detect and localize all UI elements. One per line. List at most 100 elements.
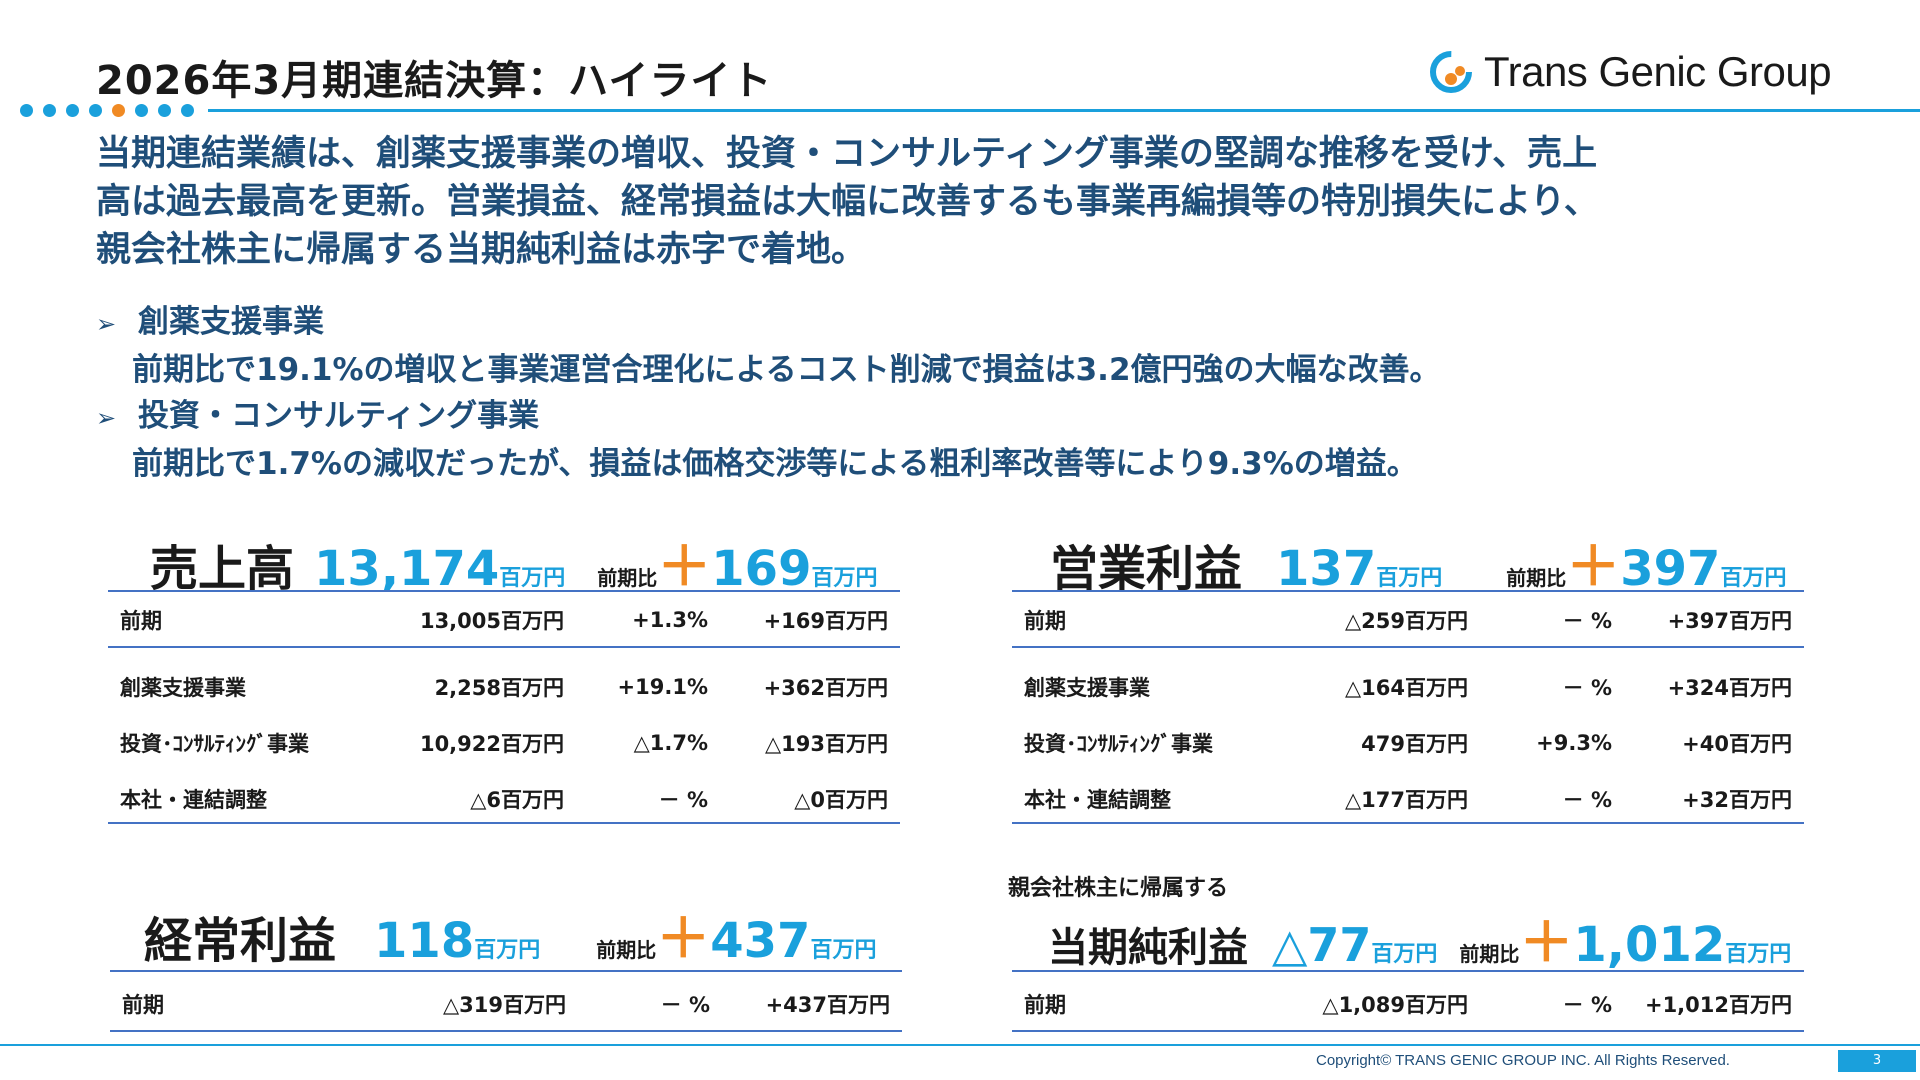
table-row: 前期 13,005百万円 +1.3% +169百万円: [108, 594, 900, 646]
plus-sign: ＋: [1519, 911, 1574, 974]
row-amount: △164百万円: [1345, 676, 1468, 700]
row-label: 本社・連結調整: [120, 788, 267, 812]
lead-line: 親会社株主に帰属する当期純利益は赤字で着地。: [96, 230, 867, 270]
ordinary-value: 118: [374, 913, 475, 969]
row-label: 前期: [120, 609, 162, 633]
divider: [1012, 646, 1804, 648]
row-diff: +324百万円: [1667, 676, 1792, 700]
row-diff: +1,012百万円: [1644, 993, 1792, 1017]
ordinary-unit: 百万円: [474, 938, 541, 963]
divider: [1012, 1030, 1804, 1032]
table-row: 前期 △259百万円 － % +397百万円: [1012, 594, 1804, 646]
table-row: 創薬支援事業 △164百万円 － % +324百万円: [1012, 659, 1804, 715]
bullet-investment: ➢ 投資・コンサルティング事業: [96, 394, 1441, 440]
divider: [1012, 590, 1804, 592]
row-rate: +1.3%: [632, 608, 708, 632]
bullet-head: 創薬支援事業: [138, 304, 324, 340]
sales-cmp-label: 前期比: [597, 566, 658, 590]
dot: [89, 104, 102, 117]
operating-label: 営業利益: [1050, 541, 1243, 597]
row-amount: 13,005百万円: [419, 609, 564, 633]
row-diff: +32百万円: [1682, 788, 1792, 812]
lead-line: 高は過去最高を更新。営業損益、経常損益は大幅に改善するも事業再編損等の特別損失に…: [96, 182, 1599, 222]
operating-value: 137: [1276, 541, 1377, 597]
table-row: 投資･ｺﾝｻﾙﾃｨﾝｸﾞ事業 10,922百万円 △1.7% △193百万円: [108, 715, 900, 771]
sales-unit: 百万円: [499, 566, 566, 591]
row-rate: － %: [1562, 788, 1612, 812]
row-amount: 479百万円: [1361, 732, 1468, 756]
dot: [135, 104, 148, 117]
dot-accent: [112, 104, 125, 117]
row-label: 投資･ｺﾝｻﾙﾃｨﾝｸﾞ事業: [120, 732, 309, 756]
sales-value: 13,174: [314, 541, 500, 597]
divider: [110, 1030, 902, 1032]
ordinary-change-unit: 百万円: [810, 938, 877, 963]
net-cmp-label: 前期比: [1459, 942, 1520, 966]
sales-change-unit: 百万円: [811, 566, 878, 591]
table-row: 投資･ｺﾝｻﾙﾃｨﾝｸﾞ事業 479百万円 +9.3% +40百万円: [1012, 715, 1804, 771]
table-row: 本社・連結調整 △177百万円 － % +32百万円: [1012, 771, 1804, 827]
row-amount: △177百万円: [1345, 788, 1468, 812]
plus-sign: ＋: [1566, 535, 1621, 598]
dot: [20, 104, 33, 117]
ordinary-label: 経常利益: [144, 913, 337, 969]
net-pre-label: 親会社株主に帰属する: [1008, 876, 1229, 901]
operating-change: 397: [1620, 541, 1721, 597]
row-diff: +40百万円: [1682, 732, 1792, 756]
net-headline: 当期純利益 △77 百万円 前期比 ＋ 1,012 百万円: [1048, 898, 1791, 977]
row-label: 創薬支援事業: [120, 676, 246, 700]
row-amount: 2,258百万円: [434, 676, 564, 700]
operating-change-unit: 百万円: [1720, 566, 1787, 591]
operating-cmp-label: 前期比: [1506, 566, 1567, 590]
table-row: 前期 △319百万円 － % +437百万円: [110, 978, 902, 1030]
row-rate: － %: [1562, 676, 1612, 700]
ordinary-cmp-label: 前期比: [596, 938, 657, 962]
dot: [43, 104, 56, 117]
divider: [108, 822, 900, 824]
net-table: 前期 △1,089百万円 － % +1,012百万円: [1012, 978, 1804, 1030]
row-diff: +397百万円: [1667, 609, 1792, 633]
table-row: 創薬支援事業 2,258百万円 +19.1% +362百万円: [108, 659, 900, 715]
row-label: 投資･ｺﾝｻﾙﾃｨﾝｸﾞ事業: [1024, 732, 1213, 756]
net-change-unit: 百万円: [1725, 942, 1792, 967]
sales-segment-table: 創薬支援事業 2,258百万円 +19.1% +362百万円 投資･ｺﾝｻﾙﾃｨ…: [108, 659, 900, 827]
tgg-logo-icon: [1430, 51, 1472, 93]
row-rate: △1.7%: [633, 731, 708, 755]
row-amount: △319百万円: [443, 993, 566, 1017]
operating-headline: 営業利益 137 百万円 前期比 ＋ 397 百万円: [1050, 522, 1786, 601]
net-unit: 百万円: [1371, 942, 1438, 967]
arrow-bullet-icon: ➢: [96, 310, 117, 338]
footer-divider: [0, 1044, 1920, 1046]
row-rate: － %: [1562, 993, 1612, 1017]
row-rate: － %: [660, 993, 710, 1017]
bullet-text: 前期比で19.1%の増収と事業運営合理化によるコスト削減で損益は3.2億円強の大…: [132, 352, 1441, 388]
sales-headline: 売上高 13,174 百万円 前期比 ＋ 169 百万円: [150, 522, 877, 601]
lead-summary: 当期連結業績は、創薬支援事業の増収、投資・コンサルティング事業の堅調な推移を受け…: [96, 130, 1876, 274]
dot: [158, 104, 171, 117]
divider: [108, 590, 900, 592]
row-label: 前期: [1024, 609, 1066, 633]
row-amount: △1,089百万円: [1322, 993, 1468, 1017]
net-change: 1,012: [1573, 917, 1726, 973]
dot: [181, 104, 194, 117]
row-amount: 10,922百万円: [419, 732, 564, 756]
dot: [66, 104, 79, 117]
bullet-list: ➢ 創薬支援事業 前期比で19.1%の増収と事業運営合理化によるコスト削減で損益は…: [96, 300, 1441, 486]
copyright: Copyright© TRANS GENIC GROUP INC. All Ri…: [1316, 1052, 1730, 1069]
ordinary-change: 437: [710, 913, 811, 969]
bullet-drug-discovery: ➢ 創薬支援事業: [96, 300, 1441, 346]
header-divider: [208, 109, 1920, 112]
row-label: 前期: [122, 993, 164, 1017]
operating-table: 前期 △259百万円 － % +397百万円: [1012, 594, 1804, 646]
row-rate: +19.1%: [617, 675, 708, 699]
divider: [1012, 822, 1804, 824]
table-row: 前期 △1,089百万円 － % +1,012百万円: [1012, 978, 1804, 1030]
net-label: 当期純利益: [1048, 925, 1248, 971]
row-amount: △259百万円: [1345, 609, 1468, 633]
row-label: 本社・連結調整: [1024, 788, 1171, 812]
lead-line: 当期連結業績は、創薬支援事業の増収、投資・コンサルティング事業の堅調な推移を受け…: [96, 134, 1598, 174]
row-rate: +9.3%: [1536, 731, 1612, 755]
sales-change: 169: [711, 541, 812, 597]
bullet-head: 投資・コンサルティング事業: [138, 398, 540, 434]
plus-sign: ＋: [656, 907, 711, 970]
